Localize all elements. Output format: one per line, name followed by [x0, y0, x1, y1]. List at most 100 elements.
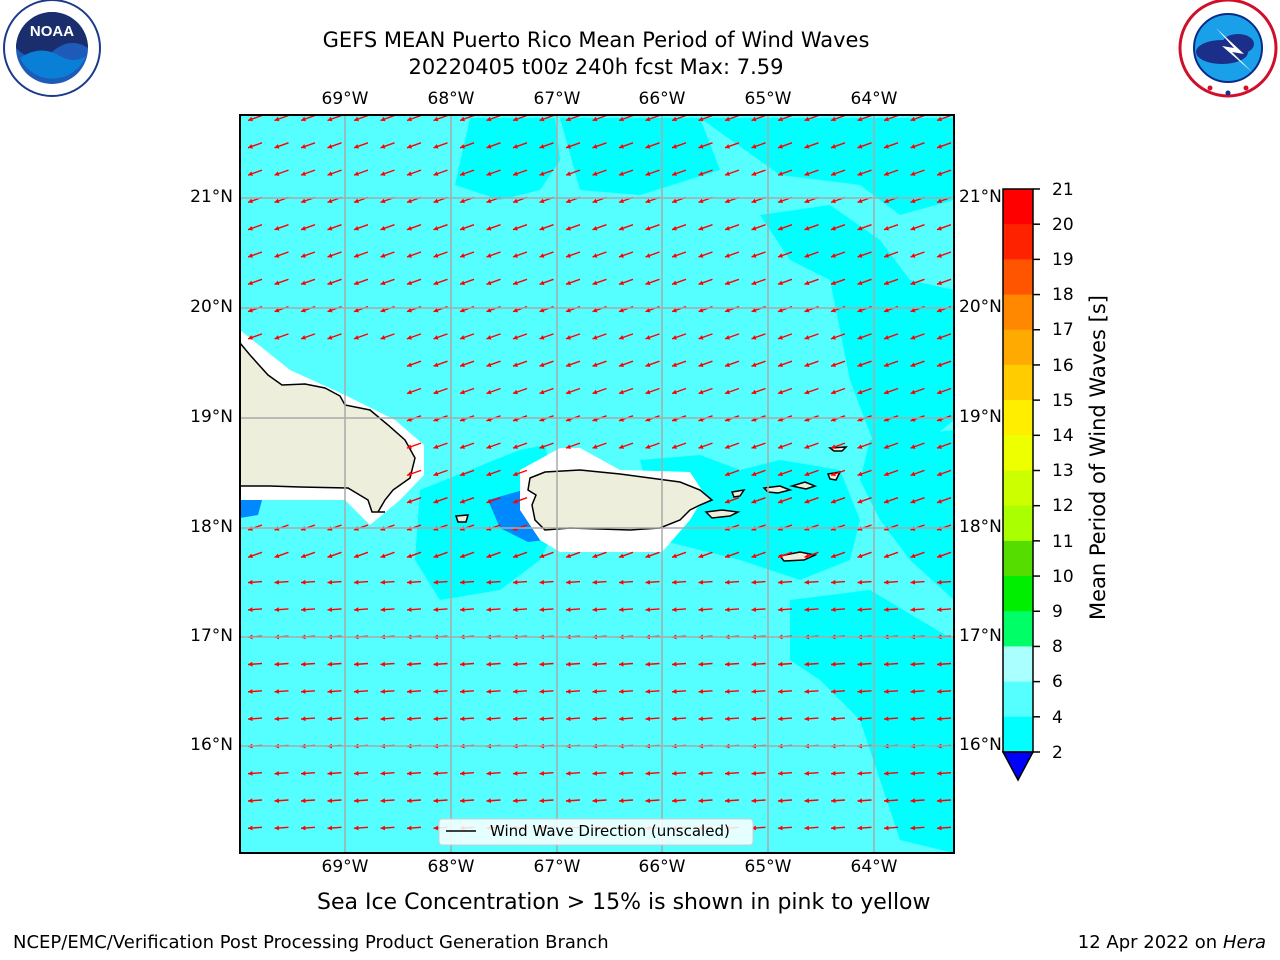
wave-direction-arrow: [724, 770, 740, 776]
sea-ice-caption: Sea Ice Concentration > 15% is shown in …: [317, 890, 931, 915]
wave-direction-arrow: [512, 333, 528, 340]
wave-direction-arrow: [830, 469, 846, 477]
wave-direction-arrow: [406, 469, 422, 477]
wave-direction-arrow: [539, 142, 554, 149]
wave-direction-arrow: [353, 115, 369, 122]
wave-direction-arrow: [353, 333, 369, 340]
mona-island: [454, 514, 470, 523]
wave-direction-arrow: [512, 689, 528, 694]
wave-direction-arrow: [698, 142, 713, 149]
wave-direction-arrow: [618, 115, 634, 122]
wave-direction-arrow: [857, 716, 872, 722]
wave-direction-arrow: [459, 661, 475, 667]
colorbar-tick: 19: [1052, 250, 1074, 270]
wave-direction-arrow: [512, 442, 528, 449]
wave-direction-arrow: [777, 278, 793, 286]
wave-direction-arrow: [433, 224, 448, 231]
wave-direction-arrow: [804, 607, 819, 612]
wave-direction-arrow: [645, 115, 660, 122]
colorbar-tick: 21: [1052, 180, 1074, 200]
wave-direction-arrow: [724, 142, 740, 149]
wave-direction-arrow: [247, 551, 263, 559]
wave-direction-arrow: [592, 770, 607, 776]
wave-direction-arrow: [300, 770, 316, 776]
wave-direction-arrow: [486, 169, 501, 176]
wave-direction-arrow: [406, 360, 422, 367]
wave-direction-arrow: [459, 497, 475, 504]
wave-direction-arrow: [777, 716, 793, 722]
wave-direction-arrow: [910, 607, 925, 612]
wave-direction-arrow: [406, 251, 422, 258]
wave-direction-arrow: [698, 278, 713, 286]
wave-direction-arrow: [936, 716, 952, 722]
wave-direction-arrow: [936, 661, 952, 667]
wave-direction-arrow: [486, 333, 501, 340]
wave-direction-arrow: [433, 661, 448, 667]
wave-direction-arrow: [857, 142, 872, 149]
wave-direction-arrow: [804, 387, 819, 395]
wave-direction-arrow: [592, 169, 607, 176]
wave-direction-arrow: [857, 497, 872, 504]
wave-direction-arrow: [777, 607, 793, 612]
wave-direction-arrow: [830, 442, 846, 449]
lat-tick-right: 17°N: [959, 626, 1002, 646]
lat-tick-left: 20°N: [190, 297, 233, 317]
wave-direction-arrow: [274, 607, 289, 612]
wave-direction-arrow: [247, 115, 263, 122]
wave-direction-arrow: [618, 387, 634, 395]
wave-direction-arrow: [380, 142, 395, 149]
wave-direction-arrow: [300, 689, 316, 694]
wave-direction-arrow: [539, 689, 554, 694]
lon-tick-top: 68°W: [427, 89, 475, 109]
wave-direction-arrow: [486, 360, 501, 367]
wave-direction-arrow: [883, 661, 899, 667]
wave-direction-arrow: [433, 579, 448, 585]
wave-direction-arrow: [247, 169, 263, 176]
wave-direction-arrow: [274, 251, 289, 258]
map-legend: [438, 818, 754, 846]
wave-direction-arrow: [380, 278, 395, 286]
wave-direction-arrow: [883, 798, 899, 804]
wave-direction-arrow: [777, 825, 793, 831]
wave-direction-arrow: [910, 333, 925, 340]
lat-tick-right: 18°N: [959, 517, 1002, 537]
wave-direction-arrow: [380, 251, 395, 258]
wave-direction-arrow: [724, 661, 740, 667]
map-area: [239, 114, 955, 854]
wave-direction-arrow: [936, 770, 952, 776]
wave-direction-arrow: [539, 251, 554, 258]
wave-direction-arrow: [883, 115, 899, 122]
wave-direction-arrow: [618, 716, 634, 722]
lat-tick-left: 21°N: [190, 187, 233, 207]
wave-direction-arrow: [565, 333, 581, 340]
lat-tick-left: 18°N: [190, 517, 233, 537]
wave-direction-arrow: [618, 169, 634, 176]
wave-direction-arrow: [300, 798, 316, 804]
wave-direction-arrow: [804, 716, 819, 722]
wave-direction-arrow: [671, 689, 687, 694]
wave-direction-arrow: [857, 579, 872, 585]
wave-direction-arrow: [645, 661, 660, 667]
wave-direction-arrow: [459, 551, 475, 559]
wave-direction-arrow: [433, 607, 448, 612]
colorbar-tick: 9: [1052, 602, 1063, 622]
wave-direction-arrow: [512, 579, 528, 585]
wave-direction-arrow: [751, 251, 766, 258]
wave-direction-arrow: [618, 224, 634, 231]
wave-direction-arrow: [724, 579, 740, 585]
hispaniola-land: [239, 340, 416, 513]
wave-direction-arrow: [353, 278, 369, 286]
wave-direction-arrow: [830, 224, 846, 231]
wave-direction-arrow: [274, 661, 289, 667]
wave-direction-arrow: [565, 142, 581, 149]
wave-direction-arrow: [486, 770, 501, 776]
st-croix-island: [778, 551, 818, 562]
wave-direction-arrow: [565, 251, 581, 258]
wave-direction-arrow: [936, 360, 952, 367]
wave-direction-arrow: [512, 607, 528, 612]
wave-direction-arrow: [910, 115, 925, 122]
wave-direction-arrow: [804, 333, 819, 340]
wave-direction-arrow: [698, 661, 713, 667]
wave-direction-arrow: [433, 142, 448, 149]
wave-direction-arrow: [936, 278, 952, 286]
